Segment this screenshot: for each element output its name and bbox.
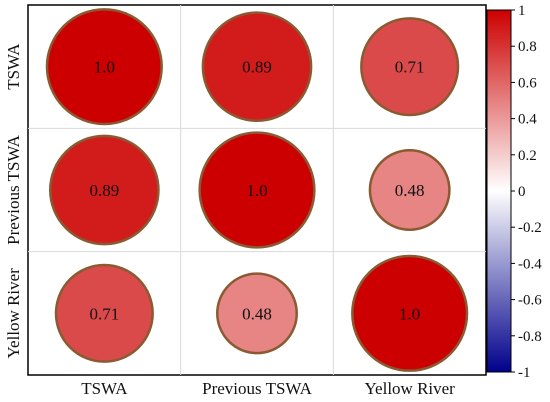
correlation-value-label: 1.0 bbox=[399, 304, 420, 323]
colorbar-tick-label: -0.2 bbox=[518, 220, 542, 236]
correlation-value-label: 0.71 bbox=[89, 304, 119, 323]
row-labels: TSWA Previous TSWA Yellow River bbox=[4, 43, 23, 359]
colorbar-tick-label: 0.4 bbox=[518, 112, 537, 128]
correlation-value-label: 0.48 bbox=[395, 181, 425, 200]
colorbar-tick-label: 1 bbox=[518, 3, 526, 19]
correlation-circle bbox=[198, 131, 316, 249]
correlation-circle bbox=[351, 254, 469, 372]
colorbar-tick-label: 0 bbox=[518, 184, 526, 200]
colorbar: 1 0.8 0.6 0.4 0.2 0 -0.2 -0.4 -0.6 -0.8 -1 bbox=[486, 3, 542, 381]
correlation-value-label: 0.89 bbox=[242, 58, 272, 77]
correlation-circle bbox=[216, 272, 298, 355]
colorbar-tick-label: -0.4 bbox=[518, 256, 542, 272]
row-label: TSWA bbox=[4, 43, 23, 90]
row-label: Previous TSWA bbox=[4, 134, 23, 244]
correlation-circle bbox=[45, 8, 163, 126]
correlation-value-label: 1.0 bbox=[246, 181, 267, 200]
column-label: Yellow River bbox=[364, 379, 455, 398]
correlation-circle bbox=[360, 17, 460, 117]
colorbar-gradient bbox=[486, 9, 512, 373]
correlation-value-label: 1.0 bbox=[94, 58, 115, 77]
colorbar-tick-label: -0.6 bbox=[518, 293, 542, 309]
correlation-value-label: 0.71 bbox=[395, 58, 425, 77]
row-label: Yellow River bbox=[4, 268, 23, 359]
correlation-circle bbox=[201, 11, 313, 123]
column-label: TSWA bbox=[81, 379, 128, 398]
correlation-circle bbox=[48, 134, 160, 246]
correlation-matrix: 1.0 0.89 0.71 0.89 1.0 0.48 0.71 0.48 1.0 bbox=[27, 4, 487, 376]
correlation-circle bbox=[54, 263, 154, 363]
colorbar-tick-label: 0.2 bbox=[518, 148, 537, 164]
colorbar-tick-label: -1 bbox=[518, 365, 531, 381]
colorbar-tick-label: -0.8 bbox=[518, 329, 542, 345]
correlation-value-label: 0.48 bbox=[242, 304, 272, 323]
correlation-circle bbox=[368, 149, 451, 231]
colorbar-tick-label: 0.6 bbox=[518, 75, 537, 91]
column-labels: TSWA Previous TSWA Yellow River bbox=[81, 379, 455, 398]
column-label: Previous TSWA bbox=[202, 379, 312, 398]
colorbar-tick-label: 0.8 bbox=[518, 39, 537, 55]
correlation-value-label: 0.89 bbox=[89, 181, 119, 200]
